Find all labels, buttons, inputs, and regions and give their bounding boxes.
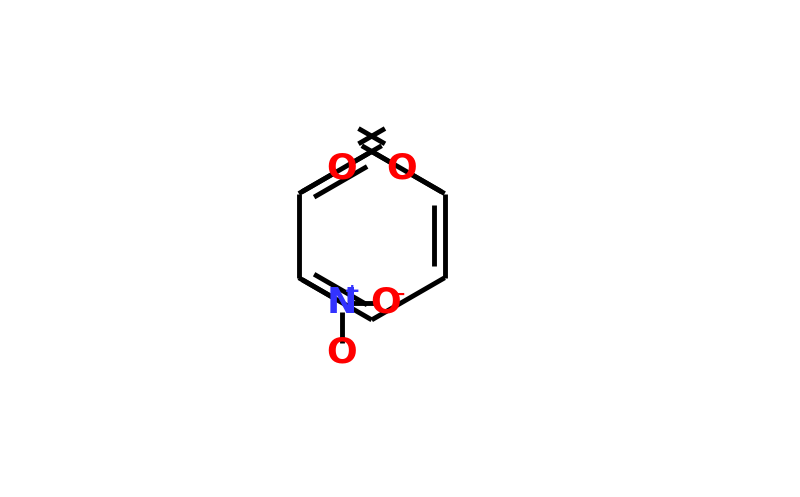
Text: O: O [326, 152, 358, 186]
Text: O: O [386, 152, 417, 186]
Text: O: O [370, 286, 402, 320]
Text: −: − [390, 285, 406, 304]
Text: O: O [326, 335, 358, 369]
Text: +: + [344, 282, 361, 301]
Text: N: N [326, 286, 357, 320]
